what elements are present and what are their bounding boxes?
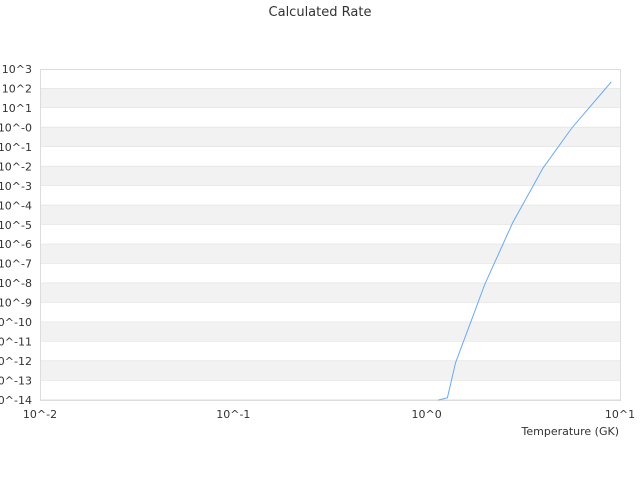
- y-tick-label: 10^-7: [0, 258, 32, 271]
- y-tick-label: 10^-14: [0, 394, 32, 407]
- grid-band: [40, 244, 620, 264]
- grid-band: [40, 146, 620, 167]
- grid-band: [40, 205, 620, 225]
- y-tick-label: 10^-8: [0, 277, 32, 290]
- y-tick-label: 10^-3: [0, 180, 32, 193]
- y-tick-label: 10^-4: [0, 199, 32, 212]
- rate-line: [438, 81, 612, 401]
- y-tick-label: 10^-13: [0, 375, 32, 388]
- grid-band: [40, 283, 620, 303]
- y-tick-label: 10^-5: [0, 219, 32, 232]
- x-tick-label: 10^-1: [216, 408, 250, 421]
- grid-band: [40, 322, 620, 342]
- grid-band: [40, 224, 620, 245]
- x-tick-label: 10^1: [605, 408, 635, 421]
- x-tick-label: 10^0: [412, 408, 442, 421]
- grid-band: [40, 88, 620, 108]
- x-tick-label: 10^-2: [23, 408, 57, 421]
- chart-title: Calculated Rate: [269, 5, 372, 20]
- y-tick-label: 10^3: [2, 63, 32, 76]
- y-tick-label: 10^-2: [0, 160, 32, 173]
- y-tick-label: 10^-10: [0, 316, 32, 329]
- grid-band: [40, 380, 620, 400]
- y-tick-label: 10^-6: [0, 238, 32, 251]
- grid-band: [40, 302, 620, 323]
- y-tick-label: 10^-1: [0, 141, 32, 154]
- grid-band: [40, 127, 620, 147]
- grid-band: [40, 185, 620, 206]
- grid-band: [40, 107, 620, 128]
- y-tick-label: 10^-9: [0, 297, 32, 310]
- y-tick-label: 10^-12: [0, 355, 32, 368]
- plot-frame: [40, 69, 621, 401]
- y-tick-label: 10^-11: [0, 336, 32, 349]
- y-tick-label: 10^2: [2, 82, 32, 95]
- grid-band: [40, 69, 620, 89]
- grid-band: [40, 166, 620, 186]
- grid-band: [40, 361, 620, 381]
- y-tick-label: 10^1: [2, 102, 32, 115]
- grid-band: [40, 263, 620, 284]
- y-tick-label: 10^-0: [0, 121, 32, 134]
- x-axis-label: Temperature (GK): [521, 425, 620, 438]
- grid-band: [40, 341, 620, 362]
